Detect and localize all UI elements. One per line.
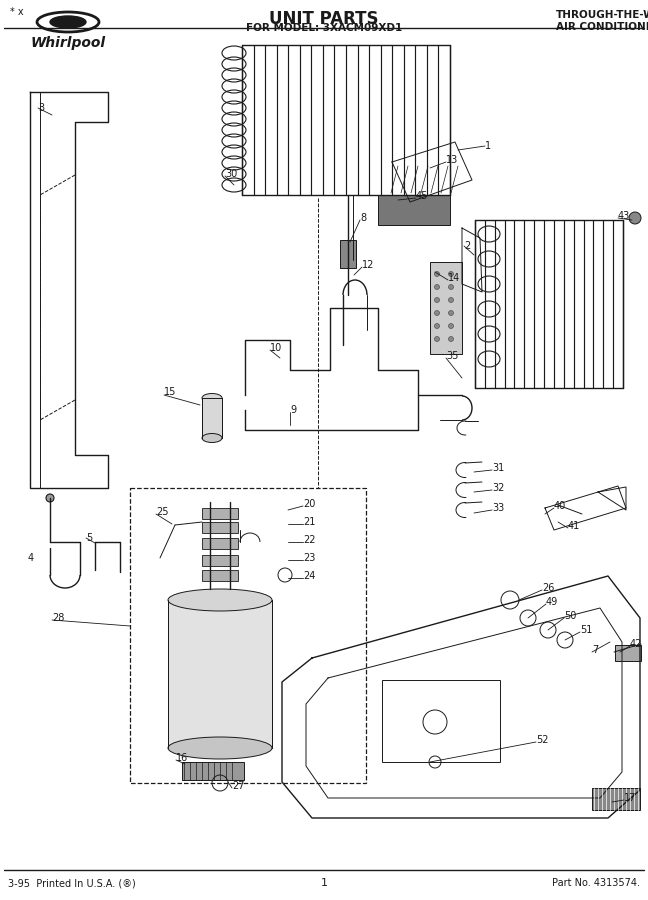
- Circle shape: [448, 284, 454, 290]
- Bar: [430, 262, 462, 354]
- Text: 4: 4: [28, 553, 34, 563]
- Text: THROUGH-THE-WALL: THROUGH-THE-WALL: [556, 10, 648, 20]
- Text: 3-95  Printed In U.S.A. (®): 3-95 Printed In U.S.A. (®): [8, 878, 135, 888]
- Text: 49: 49: [546, 597, 558, 607]
- Circle shape: [629, 212, 641, 224]
- Circle shape: [448, 323, 454, 328]
- Circle shape: [435, 310, 439, 316]
- Text: 3: 3: [38, 103, 44, 113]
- Text: AIR CONDITIONER: AIR CONDITIONER: [556, 22, 648, 32]
- Bar: [340, 240, 356, 268]
- Text: FOR MODEL: 3XACM09XD1: FOR MODEL: 3XACM09XD1: [246, 23, 402, 33]
- Text: 7: 7: [592, 645, 598, 655]
- Circle shape: [435, 272, 439, 276]
- Text: Part No. 4313574.: Part No. 4313574.: [552, 878, 640, 888]
- Text: 25: 25: [156, 507, 168, 517]
- Text: 45: 45: [416, 191, 428, 201]
- Text: 21: 21: [303, 517, 316, 527]
- Circle shape: [448, 272, 454, 276]
- Circle shape: [435, 323, 439, 328]
- Bar: [130, 488, 366, 783]
- Text: 30: 30: [225, 169, 237, 179]
- Text: 28: 28: [52, 613, 64, 623]
- Circle shape: [435, 284, 439, 290]
- Text: 16: 16: [176, 753, 189, 763]
- Text: 15: 15: [164, 387, 176, 397]
- Text: 1: 1: [485, 141, 491, 151]
- Text: 42: 42: [630, 639, 642, 649]
- Text: * x: * x: [10, 7, 23, 17]
- Circle shape: [448, 298, 454, 302]
- Bar: [202, 508, 238, 519]
- Text: 43: 43: [618, 211, 631, 221]
- Ellipse shape: [202, 393, 222, 402]
- Bar: [592, 788, 640, 810]
- Text: 1: 1: [321, 878, 327, 888]
- Text: 32: 32: [492, 483, 504, 493]
- Bar: [202, 398, 222, 438]
- Text: 23: 23: [303, 553, 316, 563]
- Bar: [182, 762, 244, 780]
- Text: 10: 10: [270, 343, 283, 353]
- Text: 27: 27: [232, 781, 244, 791]
- Text: 2: 2: [464, 241, 470, 251]
- Bar: [615, 645, 641, 661]
- Bar: [378, 195, 450, 225]
- Ellipse shape: [50, 16, 86, 28]
- Text: 24: 24: [303, 571, 316, 581]
- Text: 14: 14: [448, 273, 460, 283]
- Text: 35: 35: [446, 351, 458, 361]
- Text: 17: 17: [624, 793, 636, 803]
- Text: 5: 5: [86, 533, 92, 543]
- Text: 9: 9: [290, 405, 296, 415]
- Ellipse shape: [168, 737, 272, 759]
- Text: 22: 22: [303, 535, 316, 545]
- Bar: [202, 570, 238, 581]
- Bar: [168, 600, 272, 748]
- Circle shape: [435, 337, 439, 341]
- Text: 13: 13: [446, 155, 458, 165]
- Bar: [382, 680, 500, 762]
- Text: 12: 12: [362, 260, 375, 270]
- Ellipse shape: [168, 589, 272, 611]
- Bar: [202, 538, 238, 549]
- Text: 33: 33: [492, 503, 504, 513]
- Text: 50: 50: [564, 611, 576, 621]
- Bar: [202, 522, 238, 533]
- Ellipse shape: [202, 434, 222, 443]
- Circle shape: [448, 310, 454, 316]
- Circle shape: [435, 298, 439, 302]
- Text: 40: 40: [554, 501, 566, 511]
- Text: 20: 20: [303, 499, 316, 509]
- Circle shape: [448, 337, 454, 341]
- Text: 52: 52: [536, 735, 548, 745]
- Text: 41: 41: [568, 521, 580, 531]
- Text: 51: 51: [580, 625, 592, 635]
- Text: Whirlpool: Whirlpool: [30, 36, 106, 50]
- Bar: [202, 555, 238, 566]
- Text: 8: 8: [360, 213, 366, 223]
- Circle shape: [46, 494, 54, 502]
- Text: 31: 31: [492, 463, 504, 473]
- Text: UNIT PARTS: UNIT PARTS: [270, 10, 378, 28]
- Text: 26: 26: [542, 583, 555, 593]
